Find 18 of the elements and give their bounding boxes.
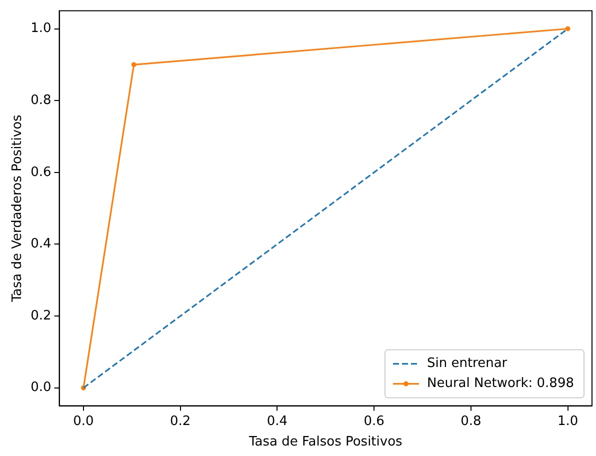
y-tick-label: 0.2 [30,308,52,324]
y-tick-label: 0.8 [30,92,52,108]
y-tick-label: 0.4 [30,236,52,252]
point [131,62,136,68]
x-axis-title: Tasa de Falsos Positivos [248,434,403,450]
y-tick-label: 0.6 [30,164,52,180]
x-tick-label: 0.8 [460,414,482,429]
x-tick-label: 0.0 [73,414,94,429]
legend-label: Sin entrenar [426,356,508,372]
legend-label: Neural Network: 0.898 [426,376,574,392]
point [565,26,570,32]
x-tick-label: 1.0 [557,414,578,429]
y-axis-title: Tasa de Verdaderos Positivos [10,114,26,303]
x-tick-label: 0.4 [266,414,288,429]
x-tick-label: 0.6 [364,414,384,429]
y-tick-label: 0.0 [30,380,52,396]
x-tick-label: 0.2 [170,414,191,429]
y-tick-label: 1.0 [30,21,52,36]
